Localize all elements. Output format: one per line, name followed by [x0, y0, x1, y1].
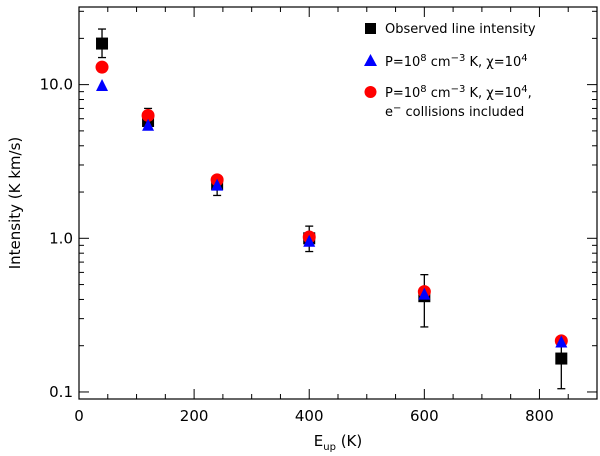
x-tick-label: 400 [295, 407, 324, 425]
model-electrons-point [95, 60, 109, 74]
x-axis-title-subscript: up [323, 442, 336, 453]
x-tick-label: 200 [180, 407, 209, 425]
model-point [211, 178, 224, 191]
y-tick-label: 10.0 [40, 76, 73, 94]
y-tick-label: 1.0 [49, 229, 73, 247]
legend-marker-model-electrons [364, 86, 377, 98]
observed-point [96, 37, 109, 50]
y-axis-title: Intensity (K km/s) [6, 137, 24, 270]
model-electrons-point [141, 108, 155, 122]
x-axis-title: Eup (K) [314, 432, 362, 453]
model-point [555, 335, 568, 348]
error-bars [98, 28, 566, 390]
axis-tick-labels: 0 200 400 600 800 0.1 1.0 10.0 [40, 76, 554, 425]
x-tick-label: 800 [525, 407, 554, 425]
axis-ticks [78, 7, 598, 400]
legend-label-model-electrons: P=108 cm−3 K, χ=104, [385, 84, 532, 101]
x-tick-label: 600 [410, 407, 439, 425]
legend-label-model-electrons-line2: e− collisions included [385, 103, 524, 120]
y-tick-label: 0.1 [49, 383, 73, 401]
x-tick-label: 0 [74, 407, 84, 425]
legend-label-model: P=108 cm−3 K, χ=104 [385, 53, 528, 70]
legend: Observed line intensity P=108 cm−3 K, χ=… [364, 22, 536, 120]
x-axis-title-unit: (K) [336, 432, 362, 450]
legend-label-observed: Observed line intensity [385, 22, 536, 37]
legend-marker-observed [365, 23, 376, 34]
legend-marker-model [364, 54, 377, 66]
model-point [96, 78, 109, 91]
model-point [418, 287, 431, 300]
model-point [303, 234, 316, 247]
observed-point [555, 352, 568, 365]
data-marks [95, 37, 568, 365]
model-point [142, 118, 155, 131]
